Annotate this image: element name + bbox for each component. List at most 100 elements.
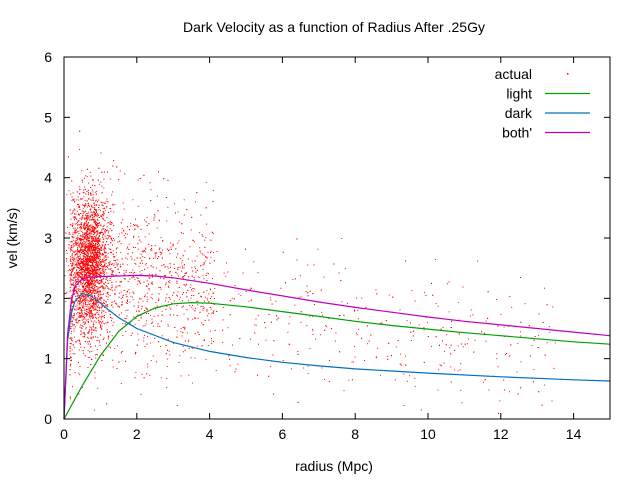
scatter-point <box>181 306 183 308</box>
scatter-point <box>554 342 556 344</box>
scatter-point <box>103 228 105 230</box>
scatter-point <box>81 246 82 248</box>
scatter-point <box>101 286 103 288</box>
scatter-point <box>75 250 77 252</box>
scatter-point <box>74 279 76 281</box>
scatter-point <box>102 261 104 263</box>
scatter-point <box>356 334 358 336</box>
scatter-point <box>118 179 120 181</box>
scatter-point <box>212 312 214 314</box>
scatter-point <box>185 292 187 294</box>
scatter-point <box>129 278 131 280</box>
scatter-point <box>116 247 118 249</box>
scatter-point <box>85 214 87 216</box>
scatter-point <box>90 337 92 339</box>
scatter-point <box>89 308 91 310</box>
scatter-point <box>181 260 183 262</box>
scatter-point <box>313 304 315 305</box>
scatter-point <box>234 371 236 373</box>
scatter-point <box>91 214 93 216</box>
scatter-point <box>83 196 85 198</box>
scatter-point <box>85 262 87 263</box>
scatter-point <box>94 287 96 289</box>
scatter-point <box>80 269 82 271</box>
scatter-point <box>149 182 151 184</box>
scatter-point <box>69 273 71 275</box>
scatter-point <box>85 290 87 292</box>
scatter-point <box>99 292 101 294</box>
scatter-point <box>94 259 96 260</box>
scatter-point <box>146 320 147 322</box>
scatter-point <box>113 256 115 258</box>
scatter-point <box>90 255 92 257</box>
scatter-point <box>155 267 157 269</box>
scatter-point <box>89 274 91 276</box>
scatter-point <box>90 256 92 258</box>
scatter-point <box>516 371 518 373</box>
scatter-point <box>72 239 74 241</box>
scatter-point <box>91 358 93 360</box>
scatter-point <box>86 275 88 277</box>
scatter-point <box>100 253 102 255</box>
scatter-point <box>130 225 132 227</box>
scatter-point <box>167 338 169 340</box>
scatter-point <box>91 197 93 199</box>
scatter-point <box>106 342 107 344</box>
scatter-point <box>114 263 116 265</box>
scatter-point <box>103 323 105 325</box>
scatter-point <box>93 245 95 247</box>
scatter-point <box>78 393 80 395</box>
scatter-point <box>90 307 92 308</box>
scatter-point <box>91 264 93 266</box>
scatter-point <box>440 365 442 367</box>
scatter-point <box>133 259 135 261</box>
scatter-point <box>90 208 92 210</box>
scatter-point <box>91 270 93 272</box>
scatter-point <box>80 271 82 273</box>
scatter-point <box>101 297 103 299</box>
scatter-point <box>88 268 90 270</box>
scatter-point <box>86 200 88 202</box>
scatter-point <box>93 199 94 201</box>
scatter-point <box>84 269 86 271</box>
scatter-point <box>84 206 86 208</box>
scatter-point <box>71 268 72 270</box>
scatter-point <box>72 285 74 286</box>
scatter-point <box>70 223 72 225</box>
scatter-point <box>97 294 99 296</box>
scatter-point <box>132 291 134 293</box>
scatter-point <box>90 320 92 322</box>
scatter-point <box>87 307 89 309</box>
scatter-point <box>125 302 127 304</box>
scatter-point <box>95 255 97 257</box>
scatter-point <box>107 296 109 298</box>
scatter-point <box>92 239 94 241</box>
scatter-point <box>97 250 99 252</box>
scatter-point <box>106 403 108 405</box>
scatter-point <box>78 295 80 297</box>
scatter-point <box>105 255 107 256</box>
scatter-point <box>105 255 107 257</box>
scatter-point <box>95 209 97 211</box>
scatter-point <box>80 224 82 226</box>
scatter-point <box>146 217 148 218</box>
scatter-point <box>73 293 75 295</box>
scatter-point <box>92 259 94 261</box>
scatter-point <box>88 255 90 257</box>
scatter-point <box>168 350 170 352</box>
scatter-point <box>81 325 83 327</box>
scatter-point <box>85 301 87 303</box>
scatter-point <box>94 320 96 322</box>
scatter-point <box>72 236 74 238</box>
scatter-point <box>76 240 77 242</box>
scatter-point <box>110 267 112 269</box>
scatter-point <box>107 222 109 224</box>
scatter-point <box>106 230 107 232</box>
scatter-point <box>71 180 73 182</box>
scatter-point <box>112 204 114 206</box>
scatter-point <box>148 273 150 275</box>
scatter-point <box>71 320 73 322</box>
scatter-point <box>151 298 153 300</box>
scatter-point <box>180 232 182 234</box>
scatter-point <box>80 213 82 214</box>
